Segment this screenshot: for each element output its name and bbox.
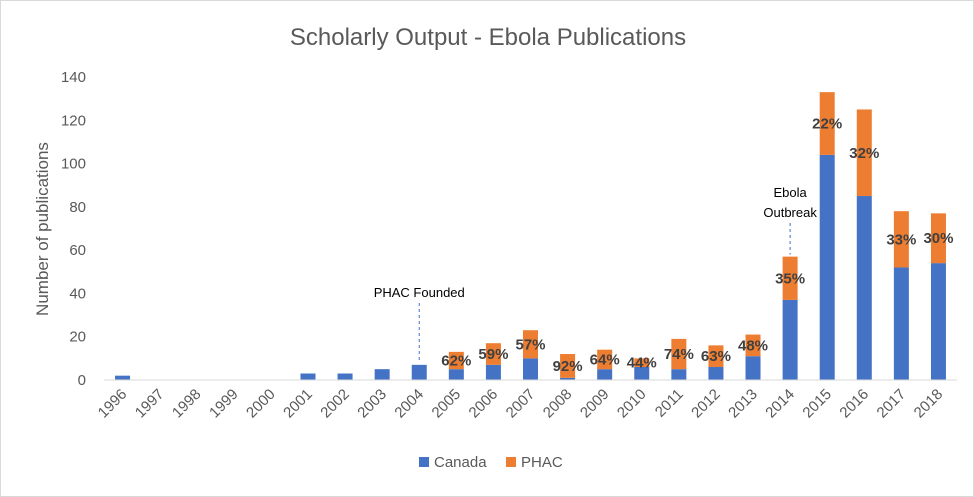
bar-canada-2011 xyxy=(671,369,687,380)
legend-swatch-canada xyxy=(419,457,429,467)
x-tick-label: 1999 xyxy=(206,386,242,422)
bar-canada-2017 xyxy=(893,267,909,380)
bar-canada-2009 xyxy=(597,369,613,380)
data-label-2008: 92% xyxy=(553,358,583,375)
y-tick-label: 60 xyxy=(69,242,86,259)
annotations: PHAC Founded Ebola Outbreak xyxy=(374,185,817,363)
bar-phac-2005 xyxy=(448,351,464,370)
data-label-2013: 48% xyxy=(738,337,768,354)
bar-canada-2007 xyxy=(523,358,538,380)
y-tick-label: 0 xyxy=(78,372,86,389)
bar-canada-2008 xyxy=(560,377,576,380)
data-label-2012: 63% xyxy=(701,348,731,365)
x-tick-label: 2005 xyxy=(429,386,465,422)
bar-canada-2016 xyxy=(856,196,872,380)
bar-canada-2012 xyxy=(708,367,724,380)
data-label-2006: 59% xyxy=(478,346,508,363)
x-tick-label: 2001 xyxy=(280,386,316,422)
bar-phac-2011 xyxy=(671,338,687,370)
x-tick-label: 2016 xyxy=(836,386,872,422)
bar-canada-2014 xyxy=(782,299,798,380)
y-tick-label: 80 xyxy=(69,199,86,216)
bar-canada-2002 xyxy=(337,373,353,380)
x-tick-label: 2006 xyxy=(466,386,502,422)
bar-phac-2009 xyxy=(597,349,613,370)
percentage-labels: 62% 59% 57% 92% 64% 44% 74% 63% 48% 35% 22% 32% 33% 3… xyxy=(441,116,953,375)
bar-canada-2018 xyxy=(930,263,946,380)
bar-canada-2013 xyxy=(745,356,761,380)
legend: Canada PHAC xyxy=(419,454,563,471)
x-tick-label: 2014 xyxy=(762,386,798,422)
data-label-2005: 62% xyxy=(441,353,471,370)
bar-phac-2015 xyxy=(819,92,835,155)
data-label-2017: 33% xyxy=(886,231,916,248)
x-tick-label: 2012 xyxy=(688,386,724,422)
x-tick-label: 1996 xyxy=(95,386,131,422)
bar-phac-2008 xyxy=(560,354,576,378)
y-tick-label: 100 xyxy=(61,156,86,173)
x-tick-label: 2011 xyxy=(652,386,687,421)
chart-title: Scholarly Output - Ebola Publications xyxy=(290,24,686,51)
bar-phac-2016 xyxy=(856,109,872,197)
data-label-2016: 32% xyxy=(849,145,879,162)
x-tick-label: 2000 xyxy=(243,386,279,422)
x-tick-label: 2004 xyxy=(391,386,427,422)
annotation-text: PHAC Founded xyxy=(374,285,465,300)
bar-phac-2018 xyxy=(930,213,946,264)
bar-phac-2006 xyxy=(485,343,501,365)
y-tick-label: 20 xyxy=(69,329,86,346)
data-label-2015: 22% xyxy=(812,116,842,133)
bar-phac-2007 xyxy=(523,330,538,359)
annotation-text: Ebola xyxy=(773,185,807,200)
bar-canada-2005 xyxy=(448,369,464,380)
bars xyxy=(115,92,946,380)
annotation-text: Outbreak xyxy=(763,205,817,220)
data-label-2010: 44% xyxy=(627,355,657,372)
legend-label-canada: Canada xyxy=(434,454,487,471)
bar-canada-2004 xyxy=(411,364,427,380)
bar-phac-2014 xyxy=(782,256,798,300)
y-tick-label: 120 xyxy=(61,112,86,129)
x-tick-label: 2009 xyxy=(577,386,613,422)
bar-canada-2001 xyxy=(300,373,316,380)
data-label-2009: 64% xyxy=(590,351,620,368)
x-tick-label: 2010 xyxy=(614,386,650,422)
bar-canada-1996 xyxy=(115,375,131,380)
data-label-2018: 30% xyxy=(923,230,953,247)
legend-swatch-phac xyxy=(506,457,516,467)
x-tick-label: 2007 xyxy=(503,386,539,422)
legend-label-phac: PHAC xyxy=(521,454,563,471)
bar-phac-2012 xyxy=(708,345,724,368)
x-tick-label: 2018 xyxy=(911,386,947,422)
x-tick-label: 2008 xyxy=(540,386,576,422)
bar-phac-2013 xyxy=(745,334,761,357)
x-tick-label: 2013 xyxy=(725,386,761,422)
y-axis-label: Number of publications xyxy=(33,142,52,316)
bar-canada-2015 xyxy=(819,154,835,380)
data-label-2011: 74% xyxy=(664,346,694,363)
x-tick-label: 2003 xyxy=(354,386,390,422)
x-tick-label: 2015 xyxy=(799,386,835,422)
x-tick-label: 2002 xyxy=(317,386,353,422)
x-tick-label: 1998 xyxy=(169,386,205,422)
y-axis-ticks: 0 20 40 60 80 100 120 140 xyxy=(61,69,86,389)
bar-canada-2003 xyxy=(374,369,390,380)
x-tick-label: 1997 xyxy=(132,386,168,422)
bar-canada-2010 xyxy=(634,367,650,380)
x-tick-label: 2017 xyxy=(874,386,910,422)
bar-phac-2017 xyxy=(893,211,909,268)
data-label-2014: 35% xyxy=(775,270,805,287)
bar-phac-2010 xyxy=(634,358,650,368)
x-axis-ticks: 1996 1997 1998 1999 2000 2001 2002 2003 2004 2005… xyxy=(95,386,947,422)
y-tick-label: 40 xyxy=(69,285,86,302)
data-label-2007: 57% xyxy=(515,336,545,353)
y-tick-label: 140 xyxy=(61,69,86,86)
bar-canada-2006 xyxy=(485,364,501,380)
